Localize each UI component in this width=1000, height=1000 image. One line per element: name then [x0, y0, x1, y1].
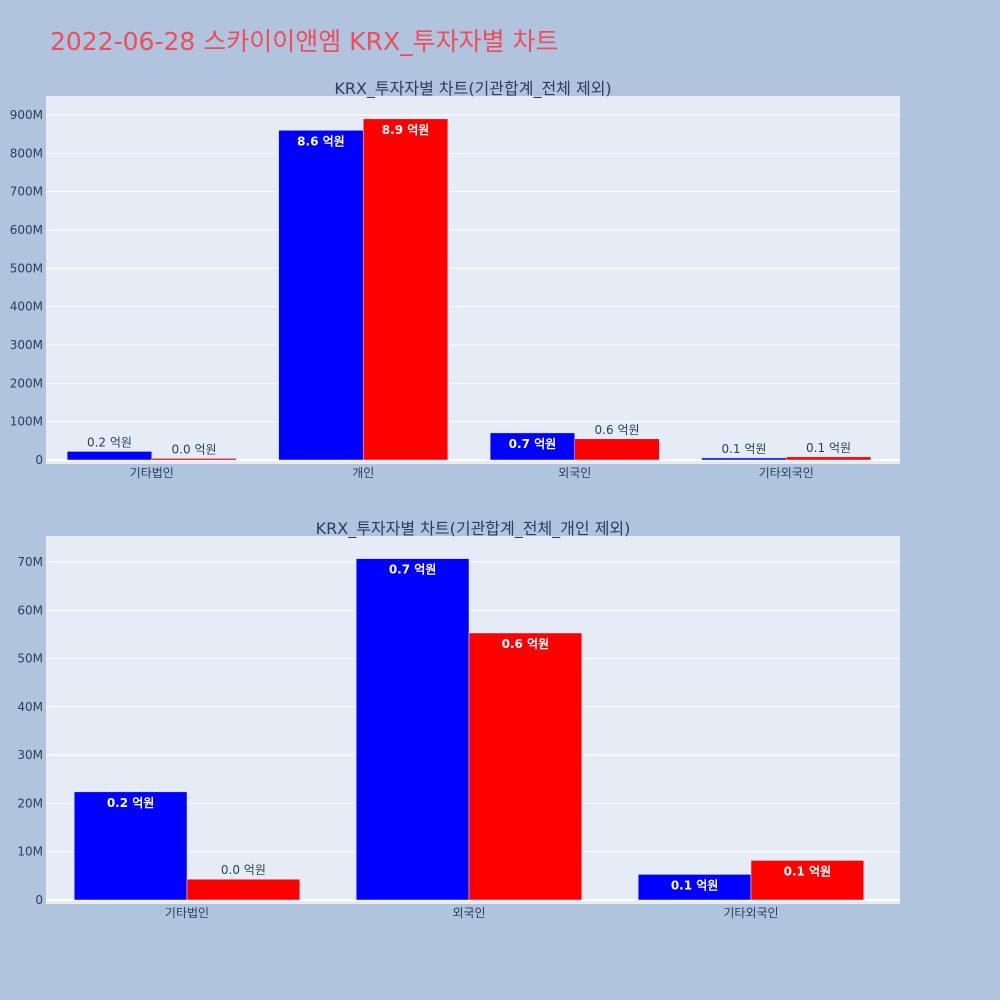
data-label: 0.7 억원: [389, 563, 437, 577]
x-tick-label: 기타법인: [165, 906, 209, 920]
data-label: 0.0 억원: [221, 863, 266, 877]
bar: [151, 458, 237, 461]
data-label: 0.7 억원: [509, 437, 557, 451]
bar: [701, 457, 787, 461]
y-tick-label: 10M: [17, 845, 43, 859]
y-tick-label: 700M: [10, 185, 43, 199]
y-tick-label: 900M: [10, 108, 43, 122]
data-label: 8.9 억원: [382, 123, 430, 137]
y-tick-label: 20M: [17, 796, 43, 810]
y-tick-label: 600M: [10, 223, 43, 237]
y-tick-label: 100M: [10, 415, 43, 429]
y-tick-label: 400M: [10, 300, 43, 314]
data-label: 0.6 억원: [502, 637, 550, 651]
y-tick-label: 50M: [17, 652, 43, 666]
y-tick-label: 60M: [17, 603, 43, 617]
chart-1: 0 100M 200M 300M 400M 500M 600M 700M 800M 900M KRX…: [10, 79, 900, 480]
data-label: 0.2 억원: [107, 796, 155, 810]
data-label: 0.0 억원: [172, 442, 217, 456]
x-tick-label: 외국인: [558, 466, 591, 480]
bar: [786, 456, 872, 461]
data-label: 0.6 억원: [595, 423, 640, 437]
data-label: 0.1 억원: [721, 442, 766, 456]
x-tick-label: 개인: [352, 466, 374, 480]
data-label: 0.2 억원: [87, 435, 132, 449]
bar: [278, 130, 364, 461]
y-tick-label: 200M: [10, 376, 43, 390]
y-tick-label: 0: [35, 893, 43, 907]
bar: [73, 791, 188, 901]
x-tick-label: 외국인: [452, 906, 485, 920]
plot-background: [46, 96, 900, 464]
y-tick-label: 300M: [10, 338, 43, 352]
chart-2: 0 10M 20M 30M 40M 50M 60M 70M KRX_투자자별 차트(기관합계_전…: [17, 519, 900, 920]
chart-title: KRX_투자자별 차트(기관합계_전체 제외): [334, 79, 611, 99]
y-tick-label: 0: [35, 453, 43, 467]
data-label: 0.1 억원: [671, 878, 719, 892]
y-tick-label: 800M: [10, 146, 43, 160]
bar: [489, 432, 575, 461]
bar: [355, 558, 470, 901]
x-tick-label: 기타외국인: [759, 466, 814, 480]
y-tick-label: 40M: [17, 700, 43, 714]
y-tick-label: 30M: [17, 748, 43, 762]
y-tick-label: 70M: [17, 555, 43, 569]
bar: [468, 632, 583, 901]
bar: [186, 878, 301, 901]
bar: [66, 451, 152, 461]
bar: [363, 118, 449, 461]
data-label: 8.6 억원: [297, 134, 345, 148]
bar: [574, 438, 660, 461]
page-title: 2022-06-28 스카이이앤엠 KRX_투자자별 차트: [50, 27, 559, 56]
x-tick-label: 기타법인: [130, 466, 174, 480]
bar: [637, 874, 752, 901]
y-tick-label: 500M: [10, 261, 43, 275]
bar: [750, 860, 865, 901]
data-label: 0.1 억원: [806, 441, 851, 455]
chart-title: KRX_투자자별 차트(기관합계_전체_개인 제외): [316, 519, 631, 539]
data-label: 0.1 억원: [784, 864, 832, 878]
x-tick-label: 기타외국인: [723, 906, 778, 920]
